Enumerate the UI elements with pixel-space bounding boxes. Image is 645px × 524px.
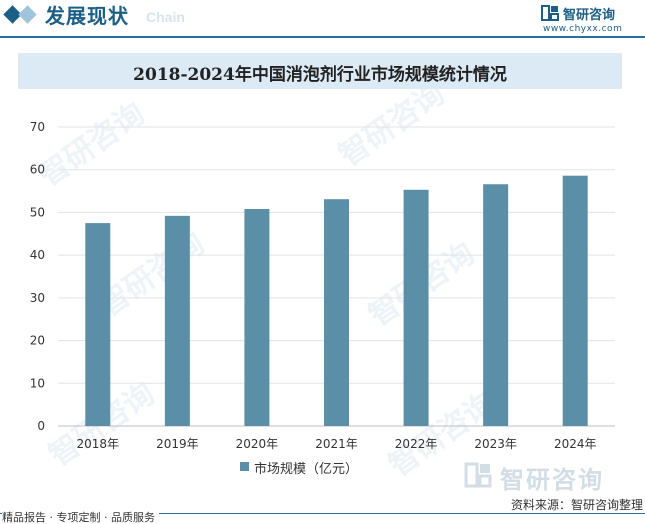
x-tick-label: 2019年 (156, 437, 199, 451)
chart-title: 2018-2024年中国消泡剂行业市场规模统计情况 (133, 65, 507, 85)
x-tick-label: 2023年 (474, 437, 517, 451)
y-tick-label: 60 (30, 163, 45, 177)
section-title: 发展现状 (45, 4, 129, 28)
y-tick-label: 10 (30, 376, 45, 390)
bar (244, 209, 270, 426)
header-bar: 发展现状 Chain (0, 0, 645, 34)
bar (483, 184, 509, 426)
bar (85, 223, 111, 426)
header-divider (0, 36, 645, 38)
legend-swatch (240, 462, 249, 471)
bar (164, 215, 190, 426)
brand-logo: 智研咨询 www.chyxx.com (541, 4, 641, 38)
footer-watermark-logo: 智研咨询 (464, 460, 634, 494)
bar (562, 175, 588, 426)
x-tick-label: 2024年 (554, 437, 597, 451)
brand-name: 智研咨询 (563, 8, 616, 23)
chart-title-banner: 2018-2024年中国消泡剂行业市场规模统计情况 (18, 53, 622, 89)
bar-chart: 0 10 20 30 40 50 60 70 2018年 2019年 2020年 2021年 2022年… (30, 120, 615, 451)
bar (403, 189, 429, 426)
x-tick-label: 2018年 (77, 437, 120, 451)
bar (324, 199, 349, 426)
x-tick-label: 2021年 (315, 437, 358, 451)
legend-label: 市场规模（亿元） (254, 462, 359, 477)
y-tick-label: 0 (37, 419, 45, 433)
brand-url: www.chyxx.com (543, 24, 623, 34)
brand-logo-icon (541, 5, 559, 21)
y-tick-label: 30 (30, 291, 45, 305)
section-subtitle-en: Chain (146, 9, 185, 25)
y-tick-label: 50 (30, 205, 45, 219)
footer-tagline: 精品报告 · 专项定制 · 品质服务 (2, 509, 159, 524)
footer-divider (0, 513, 645, 514)
y-tick-label: 20 (30, 334, 45, 348)
x-tick-label: 2020年 (236, 437, 279, 451)
watermark-logo-icon (464, 462, 492, 488)
y-tick-label: 40 (30, 248, 45, 262)
watermark-brand-text: 智研咨询 (500, 466, 604, 494)
y-tick-label: 70 (30, 120, 45, 134)
x-tick-label: 2022年 (395, 437, 438, 451)
data-source: 资料来源：智研咨询整理 (510, 498, 643, 512)
